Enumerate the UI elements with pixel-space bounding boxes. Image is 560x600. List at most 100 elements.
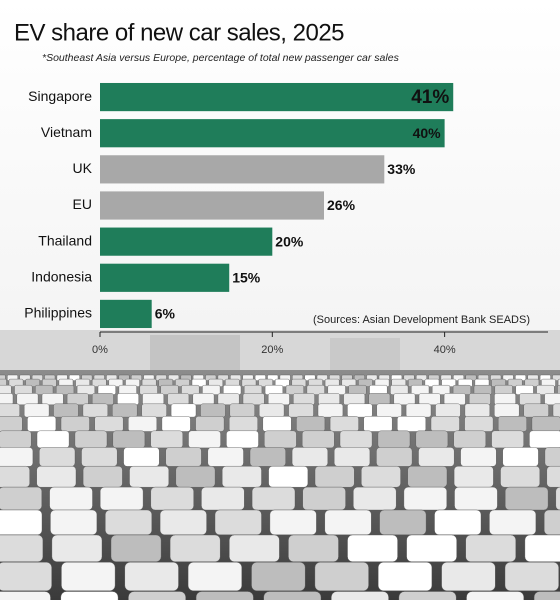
car bbox=[223, 385, 242, 395]
car bbox=[207, 447, 244, 467]
car bbox=[491, 430, 524, 449]
car bbox=[288, 403, 314, 418]
car bbox=[334, 447, 371, 467]
car bbox=[159, 509, 207, 535]
car bbox=[0, 430, 32, 449]
x-tick-label: 40% bbox=[434, 344, 456, 356]
car bbox=[302, 430, 335, 449]
car bbox=[262, 416, 292, 432]
car bbox=[264, 430, 297, 449]
car bbox=[327, 385, 346, 395]
car bbox=[229, 403, 255, 418]
bar bbox=[100, 227, 273, 256]
car bbox=[314, 562, 369, 592]
car bbox=[405, 403, 432, 418]
car bbox=[39, 447, 76, 467]
car bbox=[453, 466, 494, 488]
car bbox=[76, 385, 95, 395]
car bbox=[36, 430, 70, 449]
car bbox=[515, 385, 534, 395]
car bbox=[160, 385, 179, 395]
car bbox=[324, 509, 372, 535]
car bbox=[531, 416, 560, 432]
car bbox=[353, 486, 397, 511]
car bbox=[0, 466, 30, 488]
car bbox=[489, 509, 537, 535]
value-label: 33% bbox=[387, 161, 416, 177]
car bbox=[81, 447, 118, 467]
car bbox=[242, 393, 265, 405]
car bbox=[268, 466, 309, 488]
car bbox=[500, 466, 540, 488]
car bbox=[519, 393, 541, 405]
car bbox=[60, 591, 119, 600]
car bbox=[369, 385, 388, 395]
car bbox=[331, 591, 389, 600]
y-tick-label: Indonesia bbox=[31, 268, 92, 284]
car bbox=[452, 385, 472, 395]
photo bbox=[0, 330, 560, 600]
car bbox=[226, 430, 259, 449]
car bbox=[306, 385, 325, 395]
car bbox=[128, 591, 186, 600]
chart-title: EV share of new car sales, 2025 bbox=[14, 19, 344, 46]
y-tick-label: Singapore bbox=[28, 88, 92, 104]
car bbox=[314, 466, 355, 488]
car bbox=[264, 385, 284, 395]
car bbox=[524, 534, 560, 562]
car bbox=[555, 486, 560, 511]
car bbox=[397, 416, 426, 432]
car bbox=[35, 385, 54, 395]
car bbox=[139, 385, 158, 395]
car bbox=[175, 466, 216, 488]
car bbox=[94, 416, 124, 432]
y-tick-label: UK bbox=[73, 160, 93, 176]
car bbox=[123, 447, 160, 467]
car bbox=[269, 509, 317, 535]
car bbox=[466, 591, 524, 600]
car bbox=[536, 385, 555, 395]
car bbox=[165, 447, 202, 467]
car bbox=[14, 385, 33, 395]
car bbox=[202, 385, 221, 395]
value-label: 41% bbox=[411, 87, 449, 108]
car bbox=[494, 393, 516, 405]
car bbox=[0, 416, 23, 432]
car bbox=[302, 486, 346, 511]
car bbox=[424, 378, 440, 387]
car bbox=[378, 562, 433, 592]
car bbox=[296, 416, 326, 432]
value-label: 40% bbox=[413, 125, 442, 141]
car bbox=[453, 430, 487, 449]
car bbox=[544, 393, 560, 405]
car bbox=[36, 466, 77, 488]
car bbox=[494, 385, 513, 395]
car bbox=[214, 509, 262, 535]
x-tick-label: 20% bbox=[261, 344, 283, 356]
car bbox=[347, 403, 373, 418]
car bbox=[82, 466, 123, 488]
car bbox=[435, 403, 461, 418]
car bbox=[181, 385, 200, 395]
car bbox=[195, 591, 254, 600]
car bbox=[552, 403, 560, 418]
car bbox=[377, 430, 411, 449]
car bbox=[464, 403, 490, 418]
car bbox=[150, 486, 194, 511]
car bbox=[217, 393, 240, 405]
car bbox=[347, 534, 398, 562]
car bbox=[41, 393, 64, 405]
car bbox=[376, 403, 402, 418]
car bbox=[546, 466, 560, 488]
car bbox=[66, 393, 89, 405]
car bbox=[0, 403, 20, 418]
car bbox=[0, 509, 43, 535]
car bbox=[268, 393, 290, 405]
car bbox=[494, 403, 520, 418]
building bbox=[150, 335, 240, 370]
car bbox=[229, 534, 280, 562]
car bbox=[91, 393, 114, 405]
car bbox=[27, 416, 57, 432]
car bbox=[259, 403, 285, 418]
